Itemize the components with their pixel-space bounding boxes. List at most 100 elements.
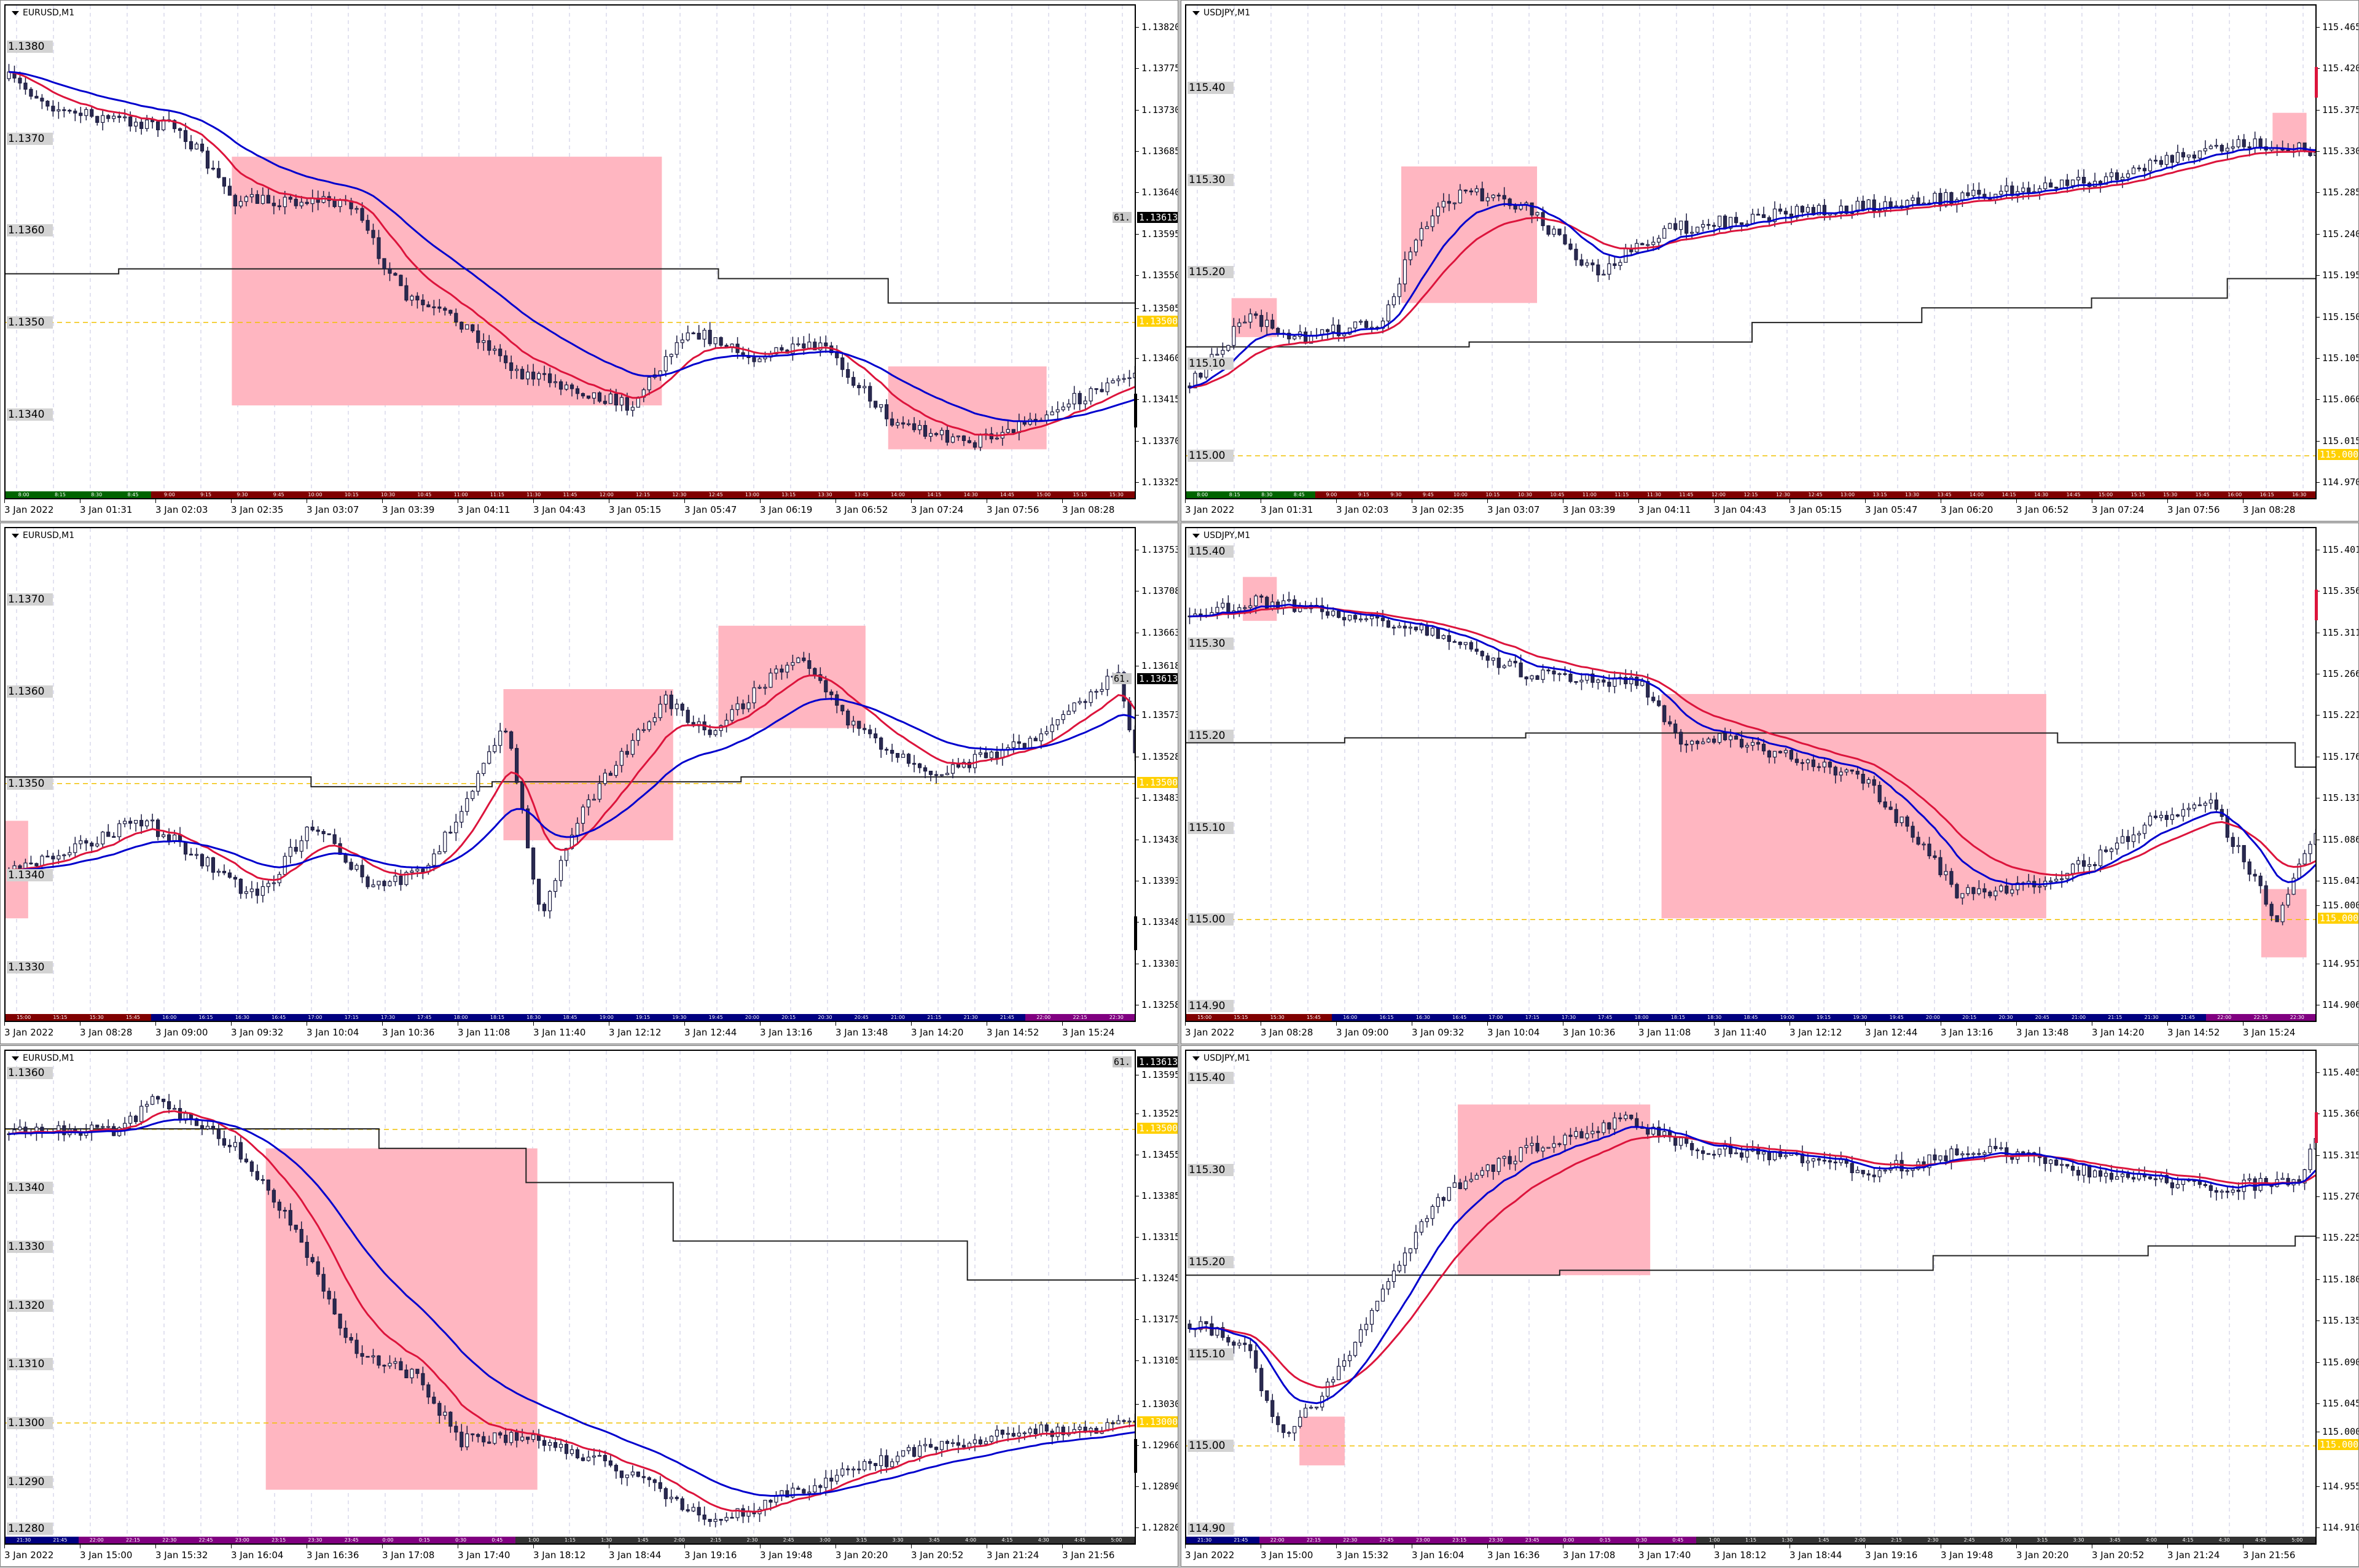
candle-body <box>354 865 359 870</box>
candle-body <box>222 1138 227 1146</box>
candle-body <box>1028 738 1032 749</box>
candle-body <box>879 737 883 750</box>
session-time-label: 20:30 <box>818 1015 832 1020</box>
candle-body <box>1966 1153 1970 1155</box>
round-level-label: 1.1350 <box>7 777 53 790</box>
session-time-label: 18:00 <box>453 1015 468 1020</box>
candle-body <box>735 703 740 710</box>
collapse-triangle-icon[interactable] <box>1192 10 1200 15</box>
session-time-label: 18:15 <box>490 1015 504 1020</box>
time-axis[interactable]: 3 Jan 2022 3 Jan 08:28 3 Jan 09:00 3 Jan 09… <box>1185 1022 2317 1043</box>
candle-body <box>471 324 475 332</box>
chart-plot-area[interactable]: USDJPY,M1 115.40 115.30 115.20 115.10 115.00 8… <box>1185 4 2317 499</box>
time-axis[interactable]: 3 Jan 2022 3 Jan 15:00 3 Jan 15:32 3 Jan 16… <box>1185 1545 2317 1566</box>
chart-window-usdjpy-m1[interactable]: USDJPY,M1 115.40 115.30 115.20 115.10 115.00 1… <box>1181 523 2359 1044</box>
candle-body <box>1485 655 1490 661</box>
time-tick-label: 3 Jan 09:32 <box>1412 1022 1465 1038</box>
candle-body <box>84 109 88 116</box>
candle-body <box>2164 1175 2169 1184</box>
chart-window-usdjpy-m1[interactable]: USDJPY,M1 115.40 115.30 115.20 115.10 115.00 8… <box>1181 0 2359 521</box>
session-segment: 1:00 1:15 1:30 1:45 2:00 2:15 2:30 2:45 3:00 3:15… <box>1696 1537 2315 1543</box>
highlight-zone <box>2272 112 2307 152</box>
session-time-label: 1:45 <box>637 1537 649 1543</box>
price-tick-label: 115.401 <box>2317 544 2358 555</box>
candle-body <box>1723 216 1727 229</box>
candle-body <box>382 258 386 269</box>
candle-body <box>1391 296 1396 305</box>
chart-plot-area[interactable]: USDJPY,M1 115.40 115.30 115.20 115.10 115.00 1… <box>1185 1050 2317 1545</box>
session-time-label: 10:15 <box>1485 492 1500 497</box>
candle-body <box>1684 220 1689 234</box>
candle-body <box>1452 641 1457 643</box>
candle-body <box>851 720 856 726</box>
chart-plot-area[interactable]: EURUSD,M1 1.1370 1.1360 1.1350 1.1340 1.1330 1… <box>4 527 1136 1022</box>
collapse-triangle-icon[interactable] <box>1192 1056 1200 1061</box>
candle-body <box>2164 814 2169 820</box>
candle-body <box>928 433 933 437</box>
candle-body <box>1662 705 1667 722</box>
time-axis[interactable]: 3 Jan 2022 3 Jan 01:31 3 Jan 02:03 3 Jan 02… <box>4 499 1136 521</box>
candle-body <box>1204 1321 1208 1324</box>
candle-body <box>1006 1433 1010 1435</box>
candle-body <box>200 1125 205 1129</box>
session-time-label: 20:00 <box>1925 1015 1940 1020</box>
price-axis[interactable]: 1.13500 1.13000 1.13613 1.13595 1.13525 1.134… <box>1136 1046 1178 1545</box>
collapse-triangle-icon[interactable] <box>12 10 19 15</box>
candle-body <box>713 1519 718 1522</box>
session-time-label: 18:00 <box>1634 1015 1649 1020</box>
time-axis[interactable]: 3 Jan 2022 3 Jan 15:00 3 Jan 15:32 3 Jan 16… <box>4 1545 1136 1566</box>
candle-body <box>1072 702 1076 712</box>
chart-window-eurusd-m1[interactable]: EURUSD,M1 1.1380 1.1370 1.1360 1.1350 1.1340 8… <box>0 0 1178 521</box>
price-axis[interactable]: 115.000 115.405 115.360 115.315 115.270 115.2… <box>2317 1046 2358 1545</box>
chart-plot-area[interactable]: USDJPY,M1 115.40 115.30 115.20 115.10 115.00 1… <box>1185 527 2317 1022</box>
candle-body <box>211 857 216 873</box>
session-bar: 8:00 8:15 8:30 8:45 9:00 9:15 9:30 9:45 10:00 10:… <box>6 491 1135 498</box>
candle-body <box>2027 187 2031 193</box>
price-axis[interactable]: 1.13500 1.13613 1.13753 1.13708 1.13663 1.136… <box>1136 523 1178 1022</box>
candle-body <box>332 1298 337 1315</box>
price-tick-label: 115.225 <box>2317 1232 2358 1243</box>
candle-body <box>34 863 39 867</box>
candle-body <box>984 752 988 759</box>
price-axis[interactable]: 115.000 115.401 115.356 115.311 115.266 115.2… <box>2317 523 2358 1022</box>
candle-body <box>1496 195 1501 197</box>
candle-body <box>1596 679 1600 683</box>
collapse-triangle-icon[interactable] <box>1192 533 1200 538</box>
candle-body <box>1248 605 1253 608</box>
candle-body <box>553 880 558 892</box>
candle-body <box>2170 814 2174 820</box>
candle-body <box>1469 190 1473 193</box>
chart-window-eurusd-m1[interactable]: EURUSD,M1 1.1370 1.1360 1.1350 1.1340 1.1330 1… <box>0 523 1178 1044</box>
candle-body <box>2005 885 2009 894</box>
candle-body <box>211 1126 216 1130</box>
candle-body <box>923 425 928 437</box>
candle-body <box>2208 1185 2213 1192</box>
time-tick-label: 3 Jan 21:56 <box>2243 1545 2296 1561</box>
candle-body <box>1232 326 1236 346</box>
chart-title: USDJPY,M1 <box>1192 8 1250 18</box>
candle-body <box>1331 324 1336 332</box>
candle-body <box>1083 701 1087 703</box>
candle-body <box>454 313 458 323</box>
chart-window-eurusd-m1[interactable]: EURUSD,M1 1.1360 1.1340 1.1330 1.1320 1.1310 1… <box>0 1045 1178 1567</box>
candle-body <box>1602 1122 1606 1133</box>
price-axis[interactable]: 1.13500 1.13613 1.13820 1.13775 1.13730 1.136… <box>1136 1 1178 499</box>
time-axis[interactable]: 3 Jan 2022 3 Jan 08:28 3 Jan 09:00 3 Jan 09… <box>4 1022 1136 1043</box>
candle-body <box>1872 1174 1876 1177</box>
candle-body <box>1618 262 1622 266</box>
time-tick-label: 3 Jan 04:11 <box>458 499 511 515</box>
candle-body <box>1436 1197 1440 1207</box>
chart-plot-area[interactable]: EURUSD,M1 1.1380 1.1370 1.1360 1.1350 1.1340 8… <box>4 4 1136 499</box>
candle-body <box>426 304 431 308</box>
price-axis[interactable]: 115.000 115.465 115.420 115.375 115.330 115.2… <box>2317 1 2358 499</box>
collapse-triangle-icon[interactable] <box>12 1056 19 1061</box>
session-time-label: 4:15 <box>1001 1537 1013 1543</box>
collapse-triangle-icon[interactable] <box>12 533 19 538</box>
candle-body <box>1944 871 1948 875</box>
chart-plot-area[interactable]: EURUSD,M1 1.1360 1.1340 1.1330 1.1320 1.1310 1… <box>4 1050 1136 1545</box>
chart-window-usdjpy-m1[interactable]: USDJPY,M1 115.40 115.30 115.20 115.10 115.00 1… <box>1181 1045 2359 1567</box>
time-axis[interactable]: 3 Jan 2022 3 Jan 01:31 3 Jan 02:03 3 Jan 02… <box>1185 499 2317 521</box>
session-time-label: 11:30 <box>1646 492 1661 497</box>
session-time-label: 3:45 <box>2109 1537 2121 1543</box>
session-time-label: 18:45 <box>563 1015 577 1020</box>
